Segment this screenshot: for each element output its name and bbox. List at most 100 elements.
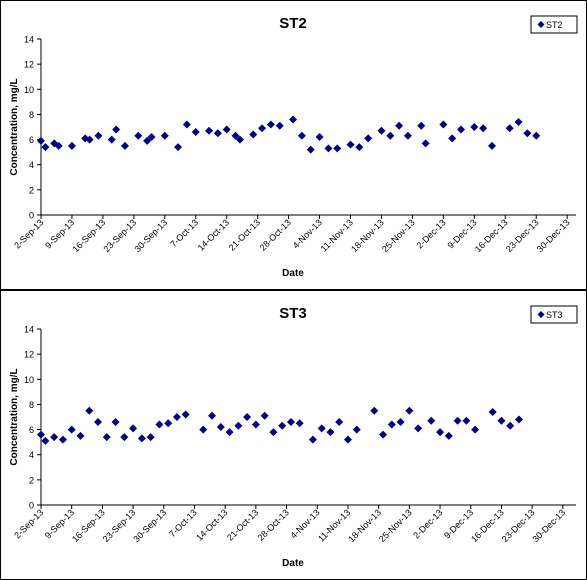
data-point (134, 131, 143, 140)
data-point (182, 120, 191, 129)
data-point (396, 418, 405, 427)
x-tick-label: 21-Oct-13 (227, 217, 262, 252)
data-point (436, 428, 445, 437)
y-tick-label: 10 (24, 375, 34, 385)
chart-st3: ST3 ST3024681012142-Sep-139-Sep-1316-Sep-… (9, 305, 578, 569)
data-point (41, 143, 50, 152)
data-point (266, 120, 275, 129)
x-tick-label: 30-Dec-13 (535, 217, 572, 254)
data-point (488, 407, 497, 416)
y-tick-label: 6 (29, 135, 34, 145)
data-point (324, 144, 333, 153)
data-point (120, 433, 129, 442)
data-point (346, 140, 355, 149)
legend-label: ST3 (546, 310, 563, 320)
data-point (355, 143, 364, 152)
data-point (275, 121, 284, 130)
legend: ST2 (530, 15, 578, 34)
data-point (107, 135, 116, 144)
data-point (532, 131, 541, 140)
chart-title: ST3 (279, 305, 307, 322)
data-point (514, 117, 523, 126)
data-point (457, 125, 466, 134)
y-tick-label: 8 (29, 110, 34, 120)
x-tick-label: 28-Oct-13 (258, 217, 293, 252)
data-point (487, 141, 496, 150)
data-point (315, 133, 324, 142)
data-point (94, 418, 103, 427)
data-point (199, 425, 208, 434)
y-tick-label: 6 (29, 425, 34, 435)
data-point (222, 125, 231, 134)
y-tick-label: 14 (24, 35, 34, 45)
data-point (444, 431, 453, 440)
data-point (414, 424, 423, 433)
data-point (143, 136, 152, 145)
data-point (462, 416, 471, 425)
data-point (231, 131, 240, 140)
y-tick-label: 2 (29, 185, 34, 195)
data-point (421, 139, 430, 148)
data-point (453, 416, 462, 425)
y-tick-label: 4 (29, 160, 34, 170)
data-point (395, 121, 404, 130)
data-point (289, 115, 298, 124)
data-point (379, 430, 388, 439)
x-tick-label: 2-Sep-13 (12, 507, 45, 540)
x-tick-label: 2-Dec-13 (411, 507, 444, 540)
data-point (41, 436, 50, 445)
y-tick-label: 14 (24, 325, 34, 335)
data-point (370, 406, 379, 415)
data-point (112, 125, 121, 134)
y-tick-label: 4 (29, 450, 34, 460)
x-tick-label: 30-Sep-13 (132, 217, 169, 254)
data-point (306, 145, 315, 154)
legend-box (530, 305, 578, 324)
data-point (208, 411, 217, 420)
data-point (67, 425, 76, 434)
chart-panel-st3: ST3 ST3 0 2 4 6 8 10 12 14 2-Sep-13 9-Sep-13 16-Sep-… (0, 290, 587, 580)
data-point (155, 420, 164, 429)
data-point (523, 129, 532, 138)
data-point (260, 411, 269, 420)
x-tick-label: 30-Sep-13 (131, 507, 168, 544)
y-axis-label: Concentration, mg/L (9, 78, 20, 175)
data-point (205, 126, 214, 135)
data-point (251, 420, 260, 429)
y-tick-label: 8 (29, 400, 34, 410)
data-point (249, 130, 258, 139)
data-point (121, 141, 130, 150)
data-point (405, 406, 414, 415)
y-tick-label: 12 (24, 60, 34, 70)
data-point (37, 430, 45, 439)
data-point (94, 131, 103, 140)
data-point (427, 416, 436, 425)
data-point (58, 435, 67, 444)
y-tick-label: 0 (29, 211, 34, 221)
y-tick-label: 2 (29, 475, 34, 485)
data-point (471, 425, 480, 434)
data-point (147, 133, 156, 142)
data-point (235, 135, 244, 144)
data-point (269, 428, 278, 437)
x-tick-label: 21-Oct-13 (225, 507, 260, 542)
x-tick-label: 2-Dec-13 (415, 217, 448, 250)
data-point (333, 144, 342, 153)
data-point (335, 418, 344, 427)
y-axis-label: Concentration, mg/L (9, 368, 20, 465)
data-point (37, 136, 45, 145)
x-tick-label: 2-Sep-13 (12, 217, 45, 250)
x-tick-label: 30-Dec-13 (530, 507, 567, 544)
data-point (403, 131, 412, 140)
x-tick-label: 14-Oct-13 (194, 507, 229, 542)
chart-st2: ST2 ST2024681012142-Sep-139-Sep-1316-Sep-… (9, 15, 578, 279)
x-axis-label: Date (282, 558, 304, 569)
x-tick-label: 25-Nov-13 (377, 507, 414, 544)
data-point (164, 419, 173, 428)
data-point (514, 415, 523, 424)
data-point (297, 131, 306, 140)
data-point (377, 126, 386, 135)
data-point (286, 418, 295, 427)
y-tick-label: 12 (24, 350, 34, 360)
x-tick-label: 14-Oct-13 (196, 217, 231, 252)
